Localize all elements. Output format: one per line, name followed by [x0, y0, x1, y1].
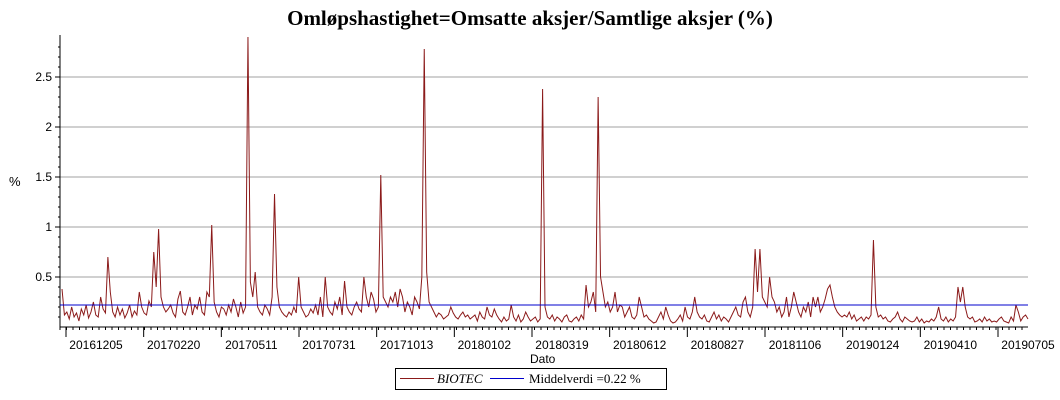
x-tick-label: 20180827	[691, 338, 745, 352]
x-tick-label: 20170511	[225, 338, 278, 352]
y-axis-label: %	[9, 174, 21, 189]
x-axis: 20161205 20170220 20170511 20170731 20171013…	[59, 326, 1055, 352]
series-line-biotec	[61, 36, 1029, 324]
series-layer	[60, 36, 1029, 324]
x-axis-label: Dato	[530, 352, 556, 366]
y-tick-label: 1	[45, 220, 52, 234]
x-tick-label: 20180612	[613, 338, 667, 352]
x-tick-label: 20161205	[69, 338, 123, 352]
x-tick-label: 20180102	[458, 338, 512, 352]
y-axis: 0.5 1 1.5 2 2.5	[35, 35, 61, 327]
y-tick-label: 1.5	[35, 170, 52, 184]
legend: BIOTEC Middelverdi =0.22 %	[395, 368, 667, 390]
legend-swatch-mean	[490, 378, 524, 379]
y-tick-label: 0.5	[35, 270, 52, 284]
legend-label-mean: Middelverdi =0.22 %	[529, 371, 641, 386]
x-tick-label: 20190410	[924, 338, 978, 352]
x-tick-label: 20180319	[535, 338, 589, 352]
x-tick-label: 20181106	[769, 338, 822, 352]
y-tick-label: 2.5	[35, 70, 52, 84]
chart-title: Omløpshastighet=Omsatte aksjer/Samtlige …	[287, 6, 773, 30]
legend-label-biotec: BIOTEC	[437, 371, 483, 386]
x-tick-label: 20190705	[1001, 338, 1055, 352]
x-tick-label: 20170220	[147, 338, 201, 352]
y-tick-label: 2	[45, 120, 52, 134]
x-tick-label: 20190124	[846, 338, 900, 352]
legend-swatch-biotec	[400, 378, 434, 379]
x-tick-label: 20171013	[380, 338, 434, 352]
x-tick-label: 20170731	[302, 338, 356, 352]
